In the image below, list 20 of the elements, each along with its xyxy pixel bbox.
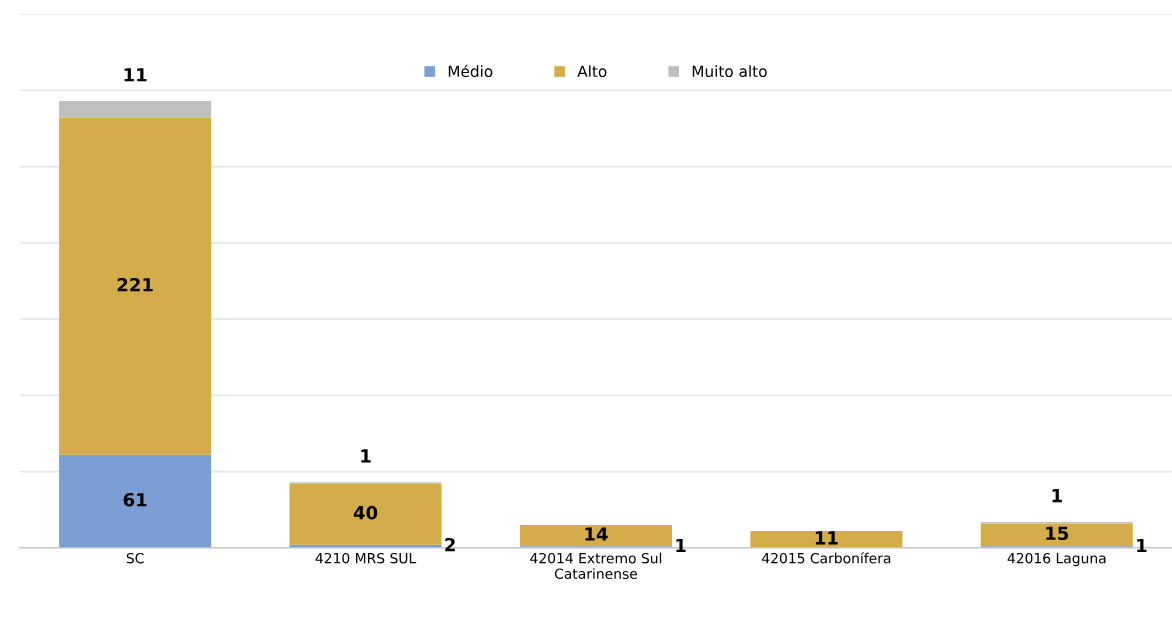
legend-label: Muito alto (692, 65, 767, 78)
legend-label: Médio (448, 64, 493, 78)
data-label: 1 (676, 538, 686, 553)
x-tick-label: 42014 Extremo Sul Catarinense (530, 552, 662, 579)
data-label: 1 (1137, 538, 1147, 553)
legend-label: Alto (577, 65, 607, 78)
data-label: 14 (585, 527, 608, 541)
data-label: 2 (445, 537, 455, 552)
data-label: 40 (353, 505, 378, 520)
data-label: 15 (1046, 526, 1069, 541)
x-tick-label: 4210 MRS SUL (315, 552, 417, 564)
data-label: 1 (1052, 488, 1062, 503)
x-tick-label: 42015 Carbonífera (761, 552, 891, 564)
data-label: 221 (117, 277, 153, 292)
data-label: 11 (815, 531, 838, 545)
x-tick-label: SC (126, 552, 144, 564)
data-label: 61 (123, 492, 147, 507)
data-label: 1 (361, 449, 371, 463)
data-label: 11 (124, 68, 147, 82)
x-tick-label: 42016 Laguna (1007, 552, 1106, 567)
